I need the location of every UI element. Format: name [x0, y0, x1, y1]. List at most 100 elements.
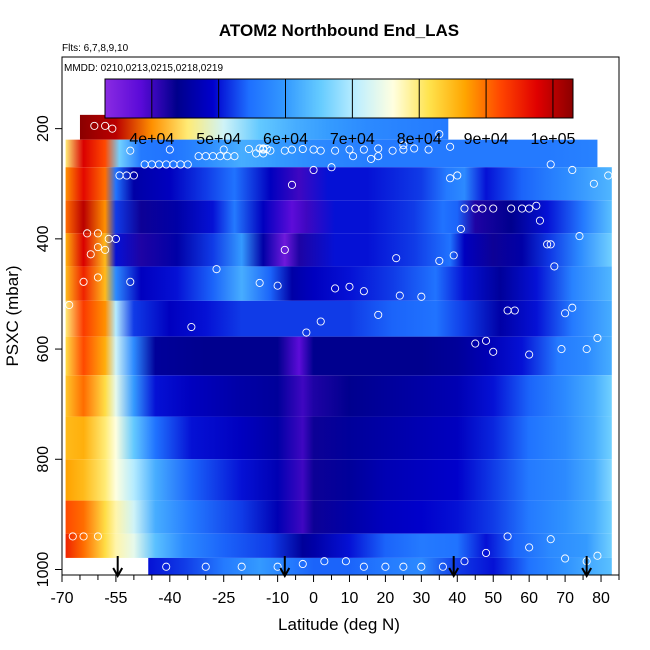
ascent-arrow-head	[448, 567, 460, 579]
observation-point	[460, 204, 469, 213]
observation-point	[86, 250, 95, 259]
x-tick-label: 60	[520, 590, 538, 607]
x-axis-label: Latitude (deg N)	[278, 615, 400, 634]
observation-point	[331, 146, 340, 155]
observation-point	[424, 145, 433, 154]
flights-label: Flts: 6,7,8,9,10	[62, 43, 129, 54]
observation-point	[259, 149, 268, 158]
observation-point	[327, 163, 336, 172]
observation-point	[287, 145, 297, 154]
observation-point	[388, 146, 397, 155]
observation-point	[456, 224, 465, 233]
observation-point	[280, 245, 289, 254]
observation-point	[399, 562, 408, 571]
heatmap-band	[65, 200, 612, 234]
observation-point	[83, 229, 92, 238]
observation-point	[435, 130, 444, 139]
x-tick-label: 10	[341, 590, 359, 607]
observation-point	[438, 562, 447, 571]
observation-point	[417, 562, 426, 571]
observation-point	[244, 144, 253, 154]
observation-point	[532, 201, 541, 210]
observation-point	[481, 548, 491, 558]
observation-point	[345, 145, 354, 154]
y-tick-label: 200	[35, 115, 52, 142]
colorbar-tick-label: 5e+04	[196, 131, 241, 148]
observation-point	[489, 204, 498, 213]
observation-point	[201, 562, 210, 571]
observation-point	[417, 292, 426, 301]
observation-point	[90, 121, 99, 130]
observation-point	[230, 152, 239, 161]
colorbar-tick-label: 6e+04	[263, 131, 308, 148]
observation-point	[126, 277, 135, 286]
observation-point	[568, 303, 577, 312]
observation-point	[287, 180, 297, 189]
x-tick-label: 80	[592, 590, 610, 607]
observation-point	[316, 146, 325, 155]
observation-point	[273, 562, 282, 571]
heatmap-band	[65, 500, 612, 534]
dates-label: MMDD: 0210,0213,0215,0218,0219	[64, 63, 223, 74]
observation-point	[593, 333, 602, 343]
y-tick-label: 1000	[35, 552, 52, 588]
observation-point	[316, 317, 325, 326]
observation-point	[79, 532, 88, 541]
observation-point	[374, 152, 383, 161]
observation-point	[309, 165, 318, 175]
x-tick-label: -55	[104, 590, 127, 607]
observation-point	[93, 273, 102, 282]
observation-point	[449, 251, 458, 260]
observation-point	[381, 562, 390, 571]
colorbar-frame	[104, 78, 574, 119]
colorbar-fill	[105, 79, 573, 118]
observation-point	[341, 557, 350, 566]
ascent-arrow-head	[581, 567, 593, 579]
observation-point	[320, 557, 329, 566]
colorbar-tick-label: 9e+04	[464, 131, 509, 148]
observation-point	[187, 322, 196, 332]
observation-point	[93, 229, 102, 238]
y-axis: 200 400 600 800 1000	[35, 115, 62, 587]
observation-point	[101, 245, 110, 254]
x-tick-label: 40	[448, 590, 466, 607]
colorbar-tick-label: 8e+04	[397, 131, 442, 148]
heatmap-band	[65, 139, 598, 168]
observation-point	[546, 240, 555, 249]
observation-point	[331, 284, 340, 293]
ascent-arrows	[112, 556, 593, 579]
observation-point	[255, 278, 264, 287]
observation-point	[266, 146, 275, 155]
observation-point	[546, 535, 555, 544]
observation-point	[410, 144, 419, 153]
heatmap-band	[65, 375, 612, 417]
observation-point	[359, 145, 368, 154]
observation-point	[446, 174, 455, 183]
observation-point	[525, 543, 534, 552]
x-tick-label: 70	[556, 590, 574, 607]
heatmap-band	[65, 167, 612, 201]
observation-point	[604, 171, 613, 180]
heatmap-band	[65, 416, 612, 460]
observation-point	[593, 551, 602, 560]
observation-point	[79, 277, 88, 286]
observation-point	[374, 310, 383, 319]
ascent-arrow-head	[112, 567, 124, 579]
colorbar-tick-label: 1e+05	[530, 131, 575, 148]
observation-point	[561, 554, 570, 563]
observation-point	[392, 254, 401, 263]
colorbar-ticks: 4e+04 5e+04 6e+04 7e+04 8e+04 9e+04 1e+05	[129, 79, 576, 148]
observation-point	[546, 160, 555, 169]
observation-point	[399, 145, 408, 154]
ascent-arrow-head	[279, 567, 291, 579]
observation-point	[68, 532, 77, 541]
y-tick-label: 600	[35, 336, 52, 363]
observation-point	[93, 532, 102, 541]
colorbar-tick-label: 7e+04	[330, 131, 375, 148]
observation-point	[507, 204, 516, 213]
observation-point	[543, 240, 552, 249]
observation-point	[374, 144, 383, 153]
observation-point	[561, 309, 570, 318]
observation-point	[550, 262, 559, 271]
observation-point	[471, 339, 480, 348]
